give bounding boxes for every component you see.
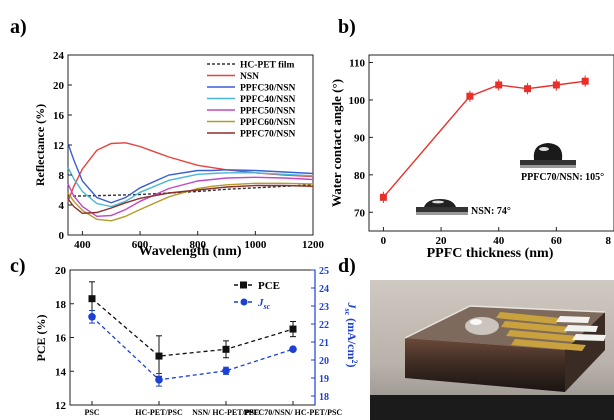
series-line-b — [382, 80, 586, 198]
series-line-c-0 — [91, 298, 294, 357]
series-line-c-1 — [91, 316, 294, 381]
series-line-a-5 — [67, 182, 314, 222]
y-tick-label-a: 12 — [53, 140, 65, 152]
y-tick-label-c-right: 19 — [319, 374, 329, 385]
y-axis-label-b: Water contact angle (°) — [329, 79, 344, 207]
legend-label-pce: PCE — [258, 280, 280, 292]
y-tick-label-c-left: 12 — [55, 400, 67, 412]
data-point-c-jsc — [289, 345, 297, 354]
y-tick-label-c-left: 20 — [55, 265, 67, 277]
data-point-b — [495, 81, 503, 89]
plot-frame-b — [368, 54, 614, 232]
data-point-c-pce — [222, 345, 230, 353]
y-tick-label-c-right: 24 — [319, 284, 329, 295]
panel-label-d: d) — [338, 255, 356, 277]
data-point-b — [581, 77, 589, 85]
y-tick-label-a: 16 — [53, 110, 65, 122]
y-axis-label-a: Reflectance (%) — [33, 104, 47, 186]
data-point-c-jsc — [88, 313, 96, 321]
droplet-ppfc70-image — [520, 143, 576, 168]
y-tick-label-c-right: 23 — [319, 302, 329, 313]
y-tick-label-c-left: 16 — [55, 333, 67, 345]
x-axis-label-a: Wavelength (nm) — [138, 244, 241, 259]
series-line-a-3 — [67, 167, 314, 208]
legend-c: PCE Jsc — [234, 280, 280, 311]
plot-frame-a — [67, 54, 314, 236]
x-tick-label-a: 1000 — [244, 239, 267, 251]
data-point-c-pce — [88, 295, 96, 303]
y-tick-label-b: 110 — [349, 57, 365, 69]
data-point-b — [379, 193, 387, 201]
y-tick-label-c-left: 18 — [55, 299, 67, 311]
data-point-b — [524, 85, 532, 93]
x-tick-label-a: 1200 — [302, 239, 325, 251]
x-tick-label-a: 800 — [189, 239, 206, 251]
y-tick-label-a: 4 — [59, 200, 65, 212]
data-point-c-jsc — [222, 367, 230, 375]
legend-label-jsc: Jsc — [257, 297, 271, 311]
x-tick-label-a: 600 — [132, 239, 149, 251]
y-tick-label-b: 80 — [354, 170, 366, 182]
device-photo — [370, 280, 614, 420]
legend-label-a-3: PPFC40/NSN — [240, 95, 296, 105]
y-tick-label-c-right: 22 — [319, 320, 329, 331]
droplet-nsn-image — [416, 199, 468, 215]
y-tick-label-c-right: 25 — [319, 266, 329, 277]
series-line-a-2 — [67, 143, 314, 204]
annotation-ppfc70: PPFC70/NSN: 105° — [521, 172, 604, 183]
data-point-c-jsc — [155, 376, 163, 384]
panel-label-c: c) — [10, 255, 26, 277]
y-tick-label-a: 0 — [59, 230, 65, 242]
x-tick-label-b: 40 — [493, 235, 505, 247]
y-axis-label-c-right: Jsc (mA/cm2) — [343, 302, 359, 368]
data-point-c-pce — [289, 325, 297, 333]
x-tick-label-c: HC-PET/PSC — [135, 408, 183, 417]
y-tick-label-a: 8 — [59, 170, 65, 182]
pce-jsc-chart: 12 14 16 18 20 18 19 20 21 22 23 24 25 PSC HC-PET/PS… — [34, 265, 359, 417]
x-tick-label-a: 400 — [74, 239, 91, 251]
y-tick-label-c-right: 21 — [319, 338, 329, 349]
contact-angle-chart: NSN: 74° PPFC70/NSN: 105° 0 20 40 60 8 70 80 9… — [329, 54, 614, 261]
y-tick-label-b: 70 — [354, 207, 366, 219]
x-tick-label-c: PPFC70/NSN/ HC-PET/PSC — [244, 408, 343, 417]
series-line-a-4 — [67, 176, 314, 218]
y-tick-label-c-left: 14 — [55, 366, 67, 378]
x-tick-label-b: 20 — [436, 235, 448, 247]
legend-label-a-1: NSN — [240, 72, 259, 82]
legend-label-a-5: PPFC60/NSN — [240, 118, 296, 128]
series-line-a-6 — [67, 184, 314, 215]
annotation-nsn: NSN: 74° — [471, 206, 511, 217]
y-tick-label-c-right: 20 — [319, 356, 329, 367]
y-tick-label-c-right: 18 — [319, 392, 329, 403]
legend-label-a-2: PPFC30/NSN — [240, 84, 296, 94]
x-tick-label-b: 0 — [381, 235, 387, 247]
y-tick-label-a: 24 — [53, 50, 65, 62]
x-axis-label-b: PPFC thickness (nm) — [427, 246, 554, 261]
y-tick-label-a: 20 — [53, 80, 65, 92]
x-tick-label-b: 60 — [551, 235, 563, 247]
legend-label-a-6: PPFC70/NSN — [240, 130, 296, 140]
panel-label-b: b) — [338, 16, 356, 38]
data-point-b — [552, 81, 560, 89]
y-tick-label-b: 100 — [349, 95, 366, 107]
x-tick-label-c: NSN/ HC-PET/PSC — [192, 408, 260, 417]
legend-label-a-4: PPFC50/NSN — [240, 107, 296, 117]
reflectance-chart: 400 600 800 1000 1200 0 4 8 12 16 20 24 HC-PET fil… — [33, 50, 325, 259]
x-tick-label-b: 8 — [606, 235, 612, 247]
x-tick-label-c: PSC — [84, 408, 99, 417]
legend-label-a-0: HC-PET film — [240, 61, 295, 71]
y-axis-label-c-left: PCE (%) — [34, 315, 48, 362]
data-point-b — [466, 92, 474, 100]
data-point-c-pce — [155, 352, 163, 360]
y-tick-label-b: 90 — [354, 132, 366, 144]
panel-label-a: a) — [10, 16, 27, 38]
